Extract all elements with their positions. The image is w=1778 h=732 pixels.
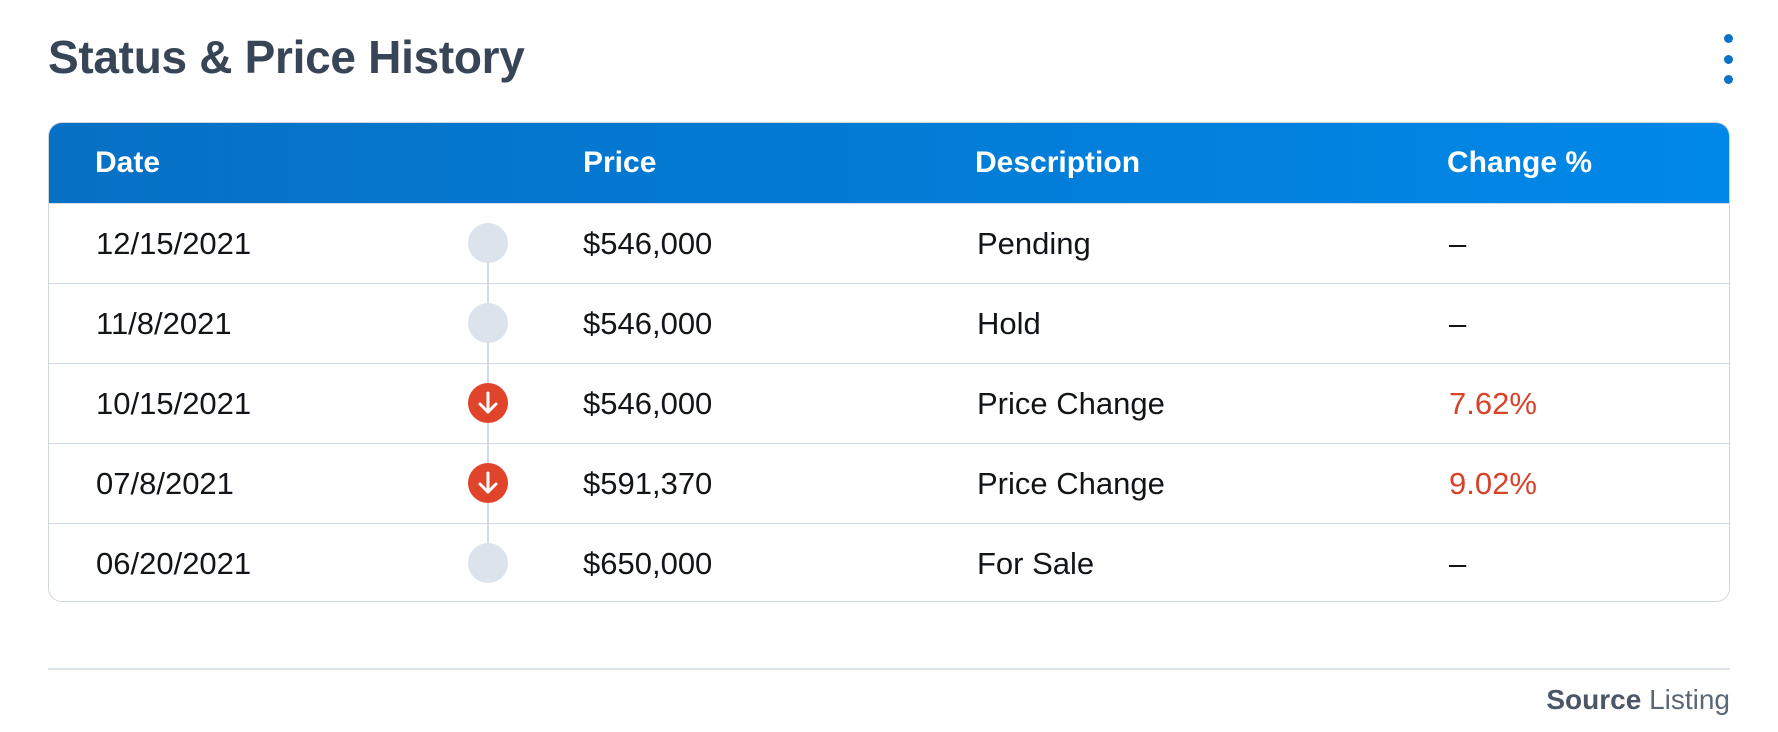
table-row: 06/20/2021 $650,000 For Sale – xyxy=(49,523,1729,601)
row-description: Hold xyxy=(977,306,1041,341)
source-value: Listing xyxy=(1649,684,1730,715)
table-row: 10/15/2021 $546,000 Price Change 7.62% xyxy=(49,363,1729,443)
column-header-date: Date xyxy=(95,146,161,179)
source-label: Source xyxy=(1546,684,1642,715)
row-description: Price Change xyxy=(977,466,1165,501)
card-title: Status & Price History xyxy=(48,31,525,83)
more-vertical-icon[interactable] xyxy=(1716,34,1740,84)
arrow-down-icon xyxy=(468,463,508,503)
row-date: 06/20/2021 xyxy=(96,546,252,581)
row-description: Price Change xyxy=(977,386,1165,421)
row-description: Pending xyxy=(977,226,1091,261)
row-price: $591,370 xyxy=(583,466,713,501)
table-row: 07/8/2021 $591,370 Price Change 9.02% xyxy=(49,443,1729,523)
column-header-description: Description xyxy=(975,146,1141,179)
price-history-table: Date Price Description Change % 12/15/20… xyxy=(48,122,1730,602)
source-attribution: Source Listing xyxy=(1546,684,1730,716)
table-row: 12/15/2021 $546,000 Pending – xyxy=(49,203,1729,283)
row-date: 07/8/2021 xyxy=(96,466,234,501)
status-dot-icon xyxy=(468,543,508,583)
table-row: 11/8/2021 $546,000 Hold – xyxy=(49,283,1729,363)
status-dot-icon xyxy=(468,303,508,343)
table-header: Date Price Description Change % xyxy=(49,123,1729,203)
row-date: 10/15/2021 xyxy=(96,386,252,421)
column-header-change: Change % xyxy=(1447,146,1593,179)
row-change: 7.62% xyxy=(1449,386,1537,421)
row-description: For Sale xyxy=(977,546,1095,581)
status-dot-icon xyxy=(468,223,508,263)
row-change: 9.02% xyxy=(1449,466,1537,501)
arrow-down-icon xyxy=(468,383,508,423)
row-change: – xyxy=(1449,306,1467,341)
row-change: – xyxy=(1449,226,1467,261)
row-price: $546,000 xyxy=(583,306,713,341)
row-price: $546,000 xyxy=(583,386,713,421)
row-date: 11/8/2021 xyxy=(96,306,232,341)
row-price: $546,000 xyxy=(583,226,713,261)
row-date: 12/15/2021 xyxy=(96,226,252,261)
column-header-price: Price xyxy=(583,146,657,179)
row-change: – xyxy=(1449,546,1467,581)
footer-divider xyxy=(48,668,1730,670)
row-price: $650,000 xyxy=(583,546,713,581)
